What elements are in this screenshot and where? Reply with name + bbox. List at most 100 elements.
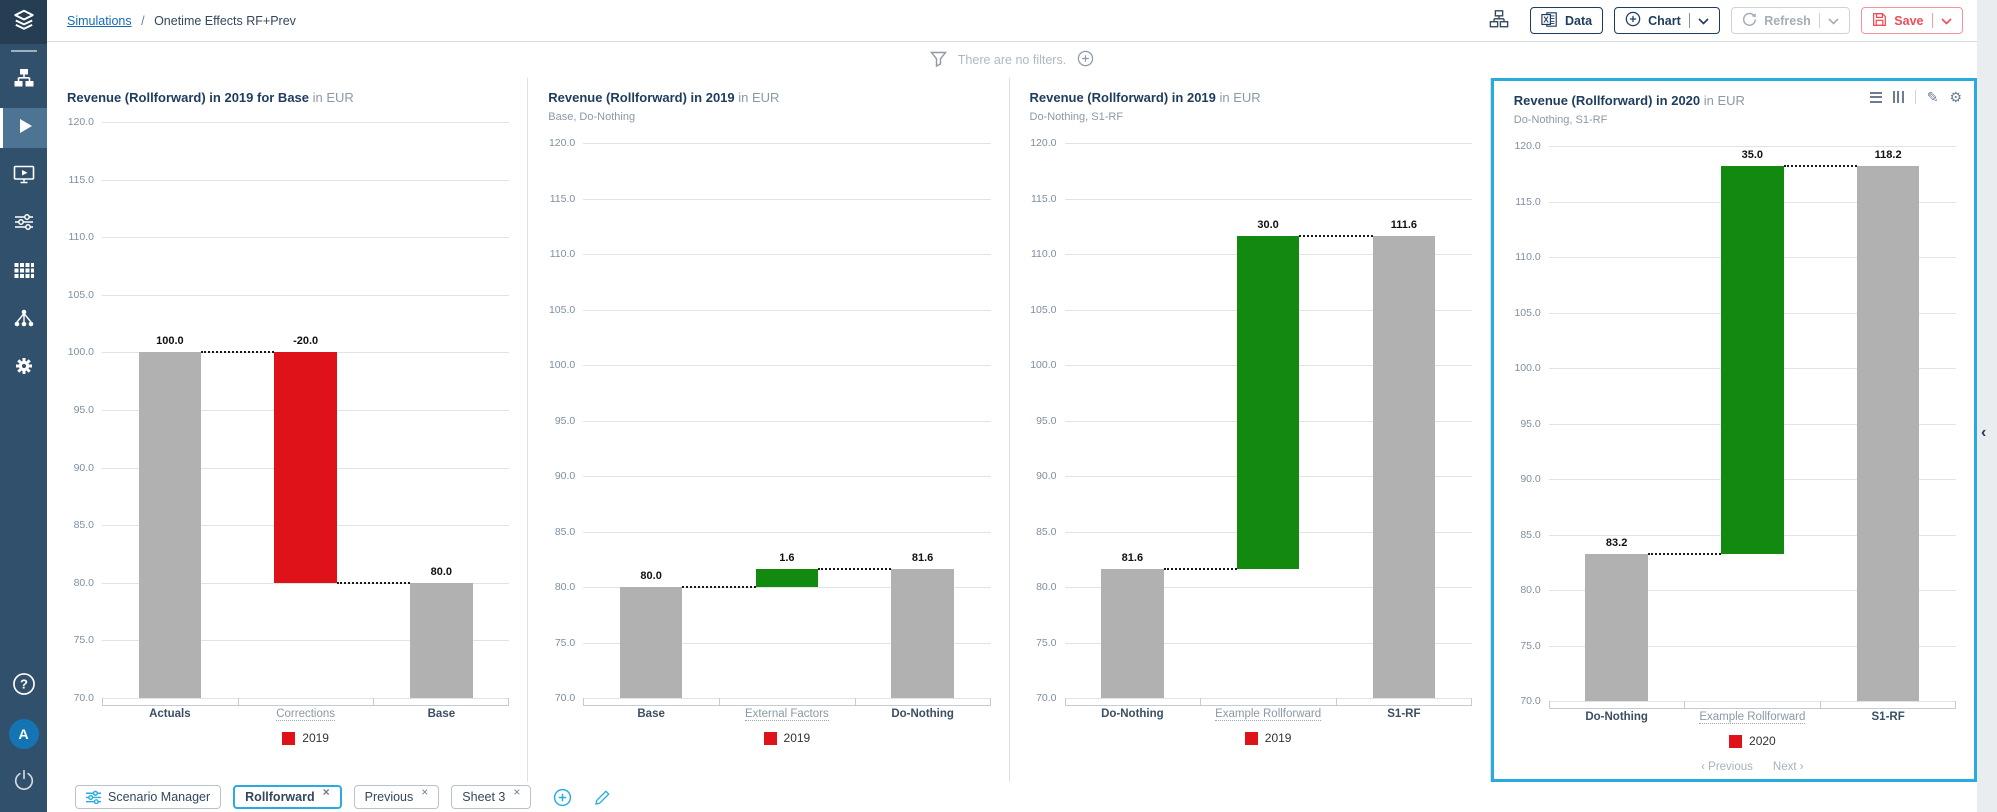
waterfall-connector (1299, 235, 1373, 238)
data-button[interactable]: X Data (1530, 7, 1604, 34)
y-tick-label: 75.0 (73, 634, 94, 647)
close-icon[interactable]: × (322, 785, 330, 799)
grid-line (583, 420, 991, 422)
pagination-next[interactable]: Next › (1772, 761, 1804, 773)
add-filter-icon[interactable] (1077, 50, 1094, 70)
sheet-tab-rollforward[interactable]: Rollforward × (233, 785, 342, 809)
x-axis-tick (1200, 698, 1202, 705)
breadcrumb-root-link[interactable]: Simulations (67, 13, 132, 28)
y-tick-label: 70.0 (1036, 692, 1057, 704)
save-button[interactable]: Save (1861, 7, 1963, 34)
user-menu[interactable]: A (0, 714, 47, 754)
x-slot: Example Rollforward (1685, 711, 1821, 724)
category-link-external-factors[interactable]: External Factors (745, 708, 829, 721)
x-slot: Do-Nothing (1065, 708, 1201, 720)
category-link-corrections[interactable]: Corrections (276, 708, 336, 721)
grid-line (1064, 642, 1472, 644)
bar-corrections[interactable] (274, 352, 337, 583)
tab-label: Previous (364, 790, 414, 804)
value-label: 1.6 (779, 552, 795, 565)
sidebar-item-simulations[interactable] (0, 108, 47, 148)
bar-external-factors[interactable] (755, 569, 819, 587)
close-icon[interactable]: × (421, 785, 429, 799)
pagination-previous[interactable]: ‹ Previous (1701, 761, 1753, 773)
y-tick-label: 120.0 (67, 116, 94, 128)
grid-line (583, 476, 991, 477)
category-link-example-rollforward[interactable]: Example Rollforward (1699, 711, 1806, 724)
y-tick-label: 105.0 (1030, 303, 1057, 316)
app-logo[interactable] (0, 0, 47, 44)
sidebar-item-model-tree[interactable] (0, 300, 47, 340)
value-label: 81.6 (911, 552, 934, 565)
sheet-tab-sheet-3[interactable]: Sheet 3 × (451, 785, 532, 809)
hierarchy-icon (13, 67, 35, 94)
bar-example-rollforward[interactable] (1236, 236, 1300, 570)
x-axis-tick (508, 698, 510, 705)
sidebar-item-assumptions[interactable] (0, 204, 47, 244)
columns-icon[interactable] (1892, 91, 1904, 103)
value-label: 80.0 (640, 570, 662, 582)
chevron-down-icon[interactable] (1941, 14, 1952, 28)
y-tick-label: 80.0 (1036, 581, 1057, 593)
sidebar-item-data-grid[interactable] (0, 252, 47, 292)
bar-do-nothing[interactable] (1101, 569, 1164, 698)
filter-funnel-icon[interactable] (929, 51, 947, 70)
sheet-tab-previous[interactable]: Previous × (353, 785, 440, 809)
chart-panel-2[interactable]: Revenue (Rollforward) in 2019 in EUR Base… (528, 78, 1010, 782)
legend-label: 2020 (1749, 734, 1776, 748)
refresh-icon (1742, 12, 1757, 30)
close-icon[interactable]: × (513, 785, 521, 799)
y-tick-label: 70.0 (554, 692, 576, 704)
chart-subtitle: Base, Do-Nothing (548, 111, 636, 123)
model-hierarchy-button[interactable] (1485, 5, 1513, 36)
sidebar-item-presentation[interactable] (0, 156, 47, 196)
x-slot: Do-Nothing (855, 708, 991, 720)
waterfall-connector (1647, 553, 1721, 556)
refresh-button[interactable]: Refresh (1731, 7, 1851, 34)
y-tick-label: 115.0 (1031, 192, 1057, 205)
add-sheet-button[interactable] (549, 784, 576, 811)
bar-s1-rf[interactable] (1372, 236, 1436, 698)
chevron-down-icon[interactable] (1698, 14, 1709, 28)
y-tick-label: 85.0 (1520, 528, 1541, 541)
waterfall-connector (682, 586, 756, 588)
x-slot: External Factors (719, 708, 855, 721)
sidebar-item-settings[interactable] (0, 348, 47, 388)
edit-sheet-button[interactable] (590, 785, 615, 810)
bar-base[interactable] (410, 582, 473, 698)
category-link-example-rollforward[interactable]: Example Rollforward (1215, 708, 1322, 721)
expand-panel-chevron-icon[interactable]: ‹ (1981, 424, 1987, 441)
value-label: 30.0 (1257, 219, 1279, 232)
sidebar-item-hierarchy[interactable] (0, 60, 47, 100)
bar-actuals[interactable] (138, 352, 202, 698)
menu-icon[interactable] (1869, 91, 1882, 103)
edit-icon[interactable]: ✎ (1926, 89, 1939, 105)
waterfall-connector (336, 581, 410, 584)
x-axis-line (102, 705, 510, 706)
sheet-tab-scenario-manager[interactable]: Scenario Manager (75, 785, 222, 809)
bar-base[interactable] (619, 587, 683, 698)
y-tick-label: 120.0 (1030, 137, 1057, 149)
chart-panel-4[interactable]: Revenue (Rollforward) in 2020 in EUR Do-N… (1490, 78, 1977, 782)
grid-line (1548, 645, 1956, 647)
y-tick-label: 90.0 (73, 461, 94, 474)
x-axis-tick (1470, 698, 1472, 705)
y-tick-label: 90.0 (1520, 473, 1541, 485)
bar-s1-rf[interactable] (1856, 165, 1920, 701)
category-label-base: Base (427, 708, 456, 720)
x-axis-tick (237, 698, 239, 705)
chart-panel-3[interactable]: Revenue (Rollforward) in 2019 in EUR Do-N… (1009, 78, 1491, 782)
x-axis-tick (854, 698, 856, 705)
sidebar-item-logout[interactable] (0, 762, 47, 802)
sidebar-item-help[interactable]: ? (0, 666, 47, 706)
chart-legend: 2020 (1549, 734, 1956, 748)
chart-panel-1[interactable]: Revenue (Rollforward) in 2019 for Base i… (47, 78, 529, 782)
bar-do-nothing[interactable] (1585, 554, 1648, 701)
bar-example-rollforward[interactable] (1721, 165, 1784, 555)
bar-do-nothing[interactable] (891, 569, 954, 698)
layers-icon (12, 8, 36, 37)
add-chart-button[interactable]: Chart (1614, 7, 1721, 34)
settings-icon[interactable]: ⚙ (1949, 89, 1962, 105)
chart-legend: 2019 (1065, 731, 1472, 745)
value-label: 111.6 (1390, 219, 1418, 232)
